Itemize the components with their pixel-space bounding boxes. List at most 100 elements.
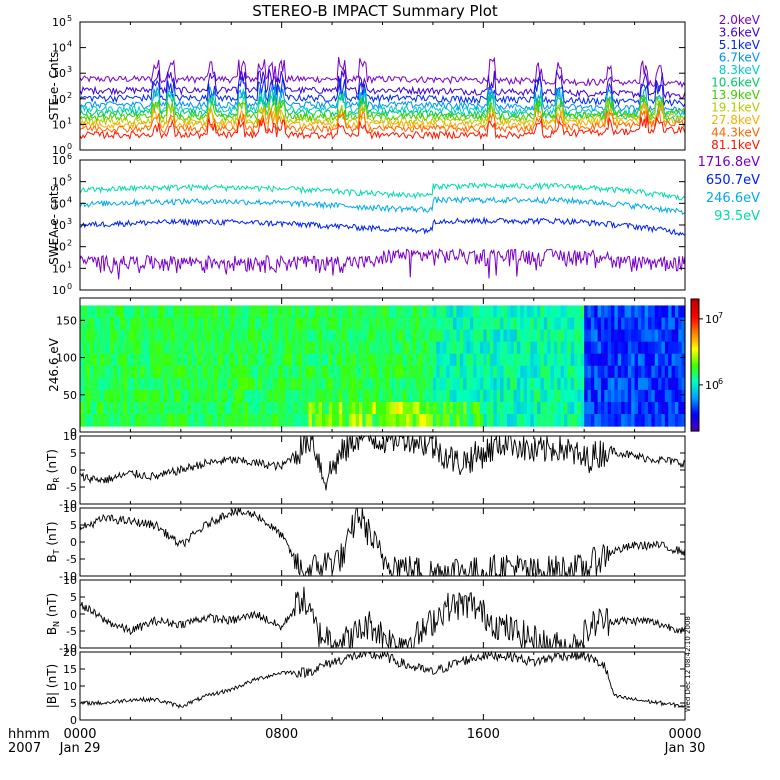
- heatmap-cell: [523, 365, 528, 379]
- heatmap-cell: [419, 329, 424, 343]
- heatmap-cell: [399, 341, 404, 355]
- heatmap-cell: [496, 365, 501, 379]
- heatmap-cell: [221, 401, 226, 415]
- heatmap-cell: [281, 305, 286, 319]
- heatmap-cell: [201, 341, 205, 355]
- heatmap-cell: [510, 353, 515, 367]
- heatmap-cell: [234, 365, 239, 379]
- heatmap-cell: [537, 365, 542, 379]
- time-axis-corner-top: hhmm: [8, 727, 50, 742]
- y-tick-label: 0: [70, 714, 77, 727]
- heatmap-cell: [301, 305, 306, 319]
- heatmap-cell: [130, 401, 135, 415]
- y-tick-label: -10: [59, 498, 77, 511]
- heatmap-cell: [513, 389, 518, 403]
- ste-series-line: [79, 84, 686, 114]
- heatmap-cell: [530, 377, 535, 391]
- heatmap-cell: [83, 341, 88, 355]
- heatmap-cell: [295, 401, 300, 415]
- heatmap-cell: [241, 365, 246, 379]
- heatmap-cell: [140, 329, 145, 343]
- heatmap-cell: [409, 317, 414, 331]
- heatmap-cell: [624, 305, 629, 319]
- heatmap-cell: [184, 401, 189, 415]
- heatmap-cell: [164, 401, 168, 415]
- heatmap-cell: [590, 317, 595, 331]
- heatmap-cell: [379, 377, 384, 391]
- heatmap-cell: [211, 341, 216, 355]
- heatmap-cell: [315, 365, 320, 379]
- heatmap-cell: [456, 305, 461, 319]
- heatmap-cell: [362, 401, 367, 415]
- y-tick-label: 2: [67, 239, 72, 248]
- heatmap-cell: [86, 341, 91, 355]
- heatmap-cell: [557, 317, 562, 331]
- heatmap-cell: [123, 401, 128, 415]
- heatmap-cell: [180, 305, 185, 319]
- heatmap-cell: [449, 305, 454, 319]
- heatmap-cell: [463, 329, 468, 343]
- heatmap-cell: [594, 413, 599, 427]
- heatmap-cell: [466, 365, 471, 379]
- heatmap-cell: [406, 413, 410, 427]
- heatmap-cell: [308, 401, 313, 415]
- heatmap-cell: [469, 317, 474, 331]
- heatmap-cell: [678, 365, 683, 379]
- heatmap-cell: [258, 305, 263, 319]
- heatmap-cell: [288, 389, 293, 403]
- heatmap-cell: [140, 413, 145, 427]
- heatmap-cell: [547, 353, 552, 367]
- heatmap-cell: [587, 353, 592, 367]
- heatmap-cell: [611, 389, 616, 403]
- heatmap-cell: [355, 389, 360, 403]
- heatmap-cell: [429, 353, 434, 367]
- heatmap-cell: [164, 365, 168, 379]
- heatmap-cell: [496, 329, 501, 343]
- heatmap-cell: [227, 401, 232, 415]
- heatmap-cell: [342, 317, 347, 331]
- heatmap-cell: [322, 353, 326, 367]
- y-tick-label: 0: [67, 142, 72, 151]
- heatmap-cell: [416, 377, 421, 391]
- heatmap-cell: [564, 329, 568, 343]
- heatmap-cell: [153, 389, 158, 403]
- heatmap-cell: [506, 341, 511, 355]
- heatmap-cell: [375, 377, 380, 391]
- heatmap-cell: [527, 365, 531, 379]
- heatmap-cell: [503, 365, 508, 379]
- heatmap-cell: [113, 401, 118, 415]
- heatmap-cell: [342, 353, 347, 367]
- heatmap-cell: [248, 377, 253, 391]
- heatmap-cell: [268, 413, 273, 427]
- heatmap-cell: [194, 365, 199, 379]
- heatmap-cell: [187, 305, 192, 319]
- heatmap-cell: [463, 365, 468, 379]
- heatmap-cell: [241, 305, 246, 319]
- heatmap-cell: [553, 305, 558, 319]
- heatmap-cell: [298, 413, 303, 427]
- heatmap-cell: [345, 341, 350, 355]
- heatmap-cell: [651, 377, 656, 391]
- heatmap-cell: [177, 329, 182, 343]
- heatmap-cell: [658, 317, 663, 331]
- swea-legend-entry: 1716.8eV: [698, 155, 760, 170]
- heatmap-cell: [120, 401, 125, 415]
- heatmap-cell: [295, 305, 300, 319]
- heatmap-cell: [113, 341, 118, 355]
- heatmap-cell: [197, 413, 202, 427]
- heatmap-cell: [637, 389, 642, 403]
- heatmap-cell: [621, 401, 626, 415]
- heatmap-cell: [345, 401, 350, 415]
- heatmap-cell: [406, 329, 410, 343]
- heatmap-cell: [80, 413, 84, 427]
- field-panel-frame: [79, 507, 686, 577]
- heatmap-cell: [93, 413, 98, 427]
- heatmap-cell: [516, 353, 521, 367]
- colorbar-cell: [691, 299, 699, 302]
- heatmap-cell: [332, 389, 337, 403]
- heatmap-cell: [164, 329, 168, 343]
- heatmap-cell: [520, 305, 525, 319]
- heatmap-cell: [170, 389, 175, 403]
- heatmap-cell: [375, 329, 380, 343]
